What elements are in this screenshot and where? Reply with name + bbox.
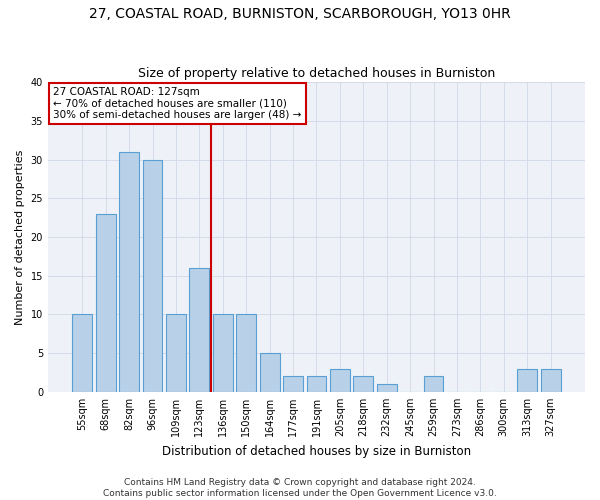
Bar <box>541 368 560 392</box>
Bar <box>353 376 373 392</box>
Bar <box>236 314 256 392</box>
Bar <box>424 376 443 392</box>
Text: 27 COASTAL ROAD: 127sqm
← 70% of detached houses are smaller (110)
30% of semi-d: 27 COASTAL ROAD: 127sqm ← 70% of detache… <box>53 86 302 120</box>
Bar <box>96 214 116 392</box>
Text: Contains HM Land Registry data © Crown copyright and database right 2024.
Contai: Contains HM Land Registry data © Crown c… <box>103 478 497 498</box>
Bar <box>119 152 139 392</box>
Bar <box>517 368 537 392</box>
Bar <box>260 353 280 392</box>
Bar <box>213 314 233 392</box>
Title: Size of property relative to detached houses in Burniston: Size of property relative to detached ho… <box>138 66 495 80</box>
X-axis label: Distribution of detached houses by size in Burniston: Distribution of detached houses by size … <box>162 444 471 458</box>
Bar <box>330 368 350 392</box>
Bar <box>73 314 92 392</box>
Bar <box>377 384 397 392</box>
Bar <box>283 376 303 392</box>
Bar <box>307 376 326 392</box>
Y-axis label: Number of detached properties: Number of detached properties <box>15 150 25 324</box>
Bar <box>190 268 209 392</box>
Bar <box>143 160 163 392</box>
Text: 27, COASTAL ROAD, BURNISTON, SCARBOROUGH, YO13 0HR: 27, COASTAL ROAD, BURNISTON, SCARBOROUGH… <box>89 8 511 22</box>
Bar <box>166 314 186 392</box>
